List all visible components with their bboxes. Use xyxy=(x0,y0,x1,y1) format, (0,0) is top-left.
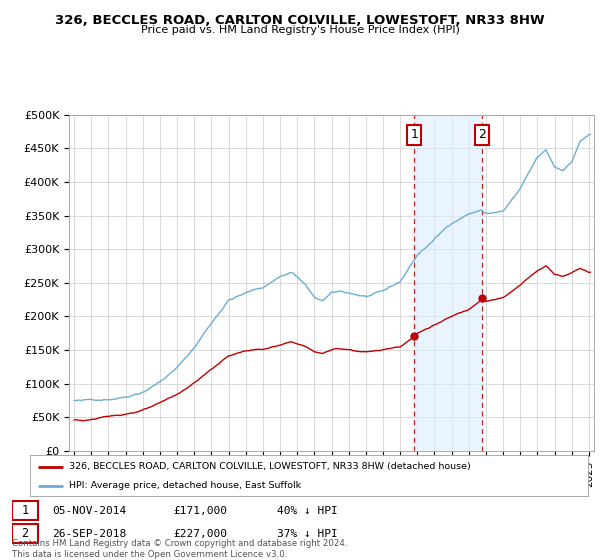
Text: 326, BECCLES ROAD, CARLTON COLVILLE, LOWESTOFT, NR33 8HW (detached house): 326, BECCLES ROAD, CARLTON COLVILLE, LOW… xyxy=(69,462,471,471)
FancyBboxPatch shape xyxy=(12,501,38,520)
Text: 26-SEP-2018: 26-SEP-2018 xyxy=(52,529,127,539)
Text: HPI: Average price, detached house, East Suffolk: HPI: Average price, detached house, East… xyxy=(69,481,301,490)
Text: 40% ↓ HPI: 40% ↓ HPI xyxy=(277,506,338,516)
Text: Price paid vs. HM Land Registry's House Price Index (HPI): Price paid vs. HM Land Registry's House … xyxy=(140,25,460,35)
Text: £227,000: £227,000 xyxy=(173,529,227,539)
Text: 05-NOV-2014: 05-NOV-2014 xyxy=(52,506,127,516)
Text: 2: 2 xyxy=(478,128,485,142)
Text: 1: 1 xyxy=(410,128,418,142)
Text: Contains HM Land Registry data © Crown copyright and database right 2024.
This d: Contains HM Land Registry data © Crown c… xyxy=(12,539,347,559)
Text: 2: 2 xyxy=(22,527,29,540)
FancyBboxPatch shape xyxy=(12,524,38,543)
Text: 326, BECCLES ROAD, CARLTON COLVILLE, LOWESTOFT, NR33 8HW: 326, BECCLES ROAD, CARLTON COLVILLE, LOW… xyxy=(55,14,545,27)
Text: 37% ↓ HPI: 37% ↓ HPI xyxy=(277,529,338,539)
Text: £171,000: £171,000 xyxy=(173,506,227,516)
Text: 1: 1 xyxy=(22,504,29,517)
